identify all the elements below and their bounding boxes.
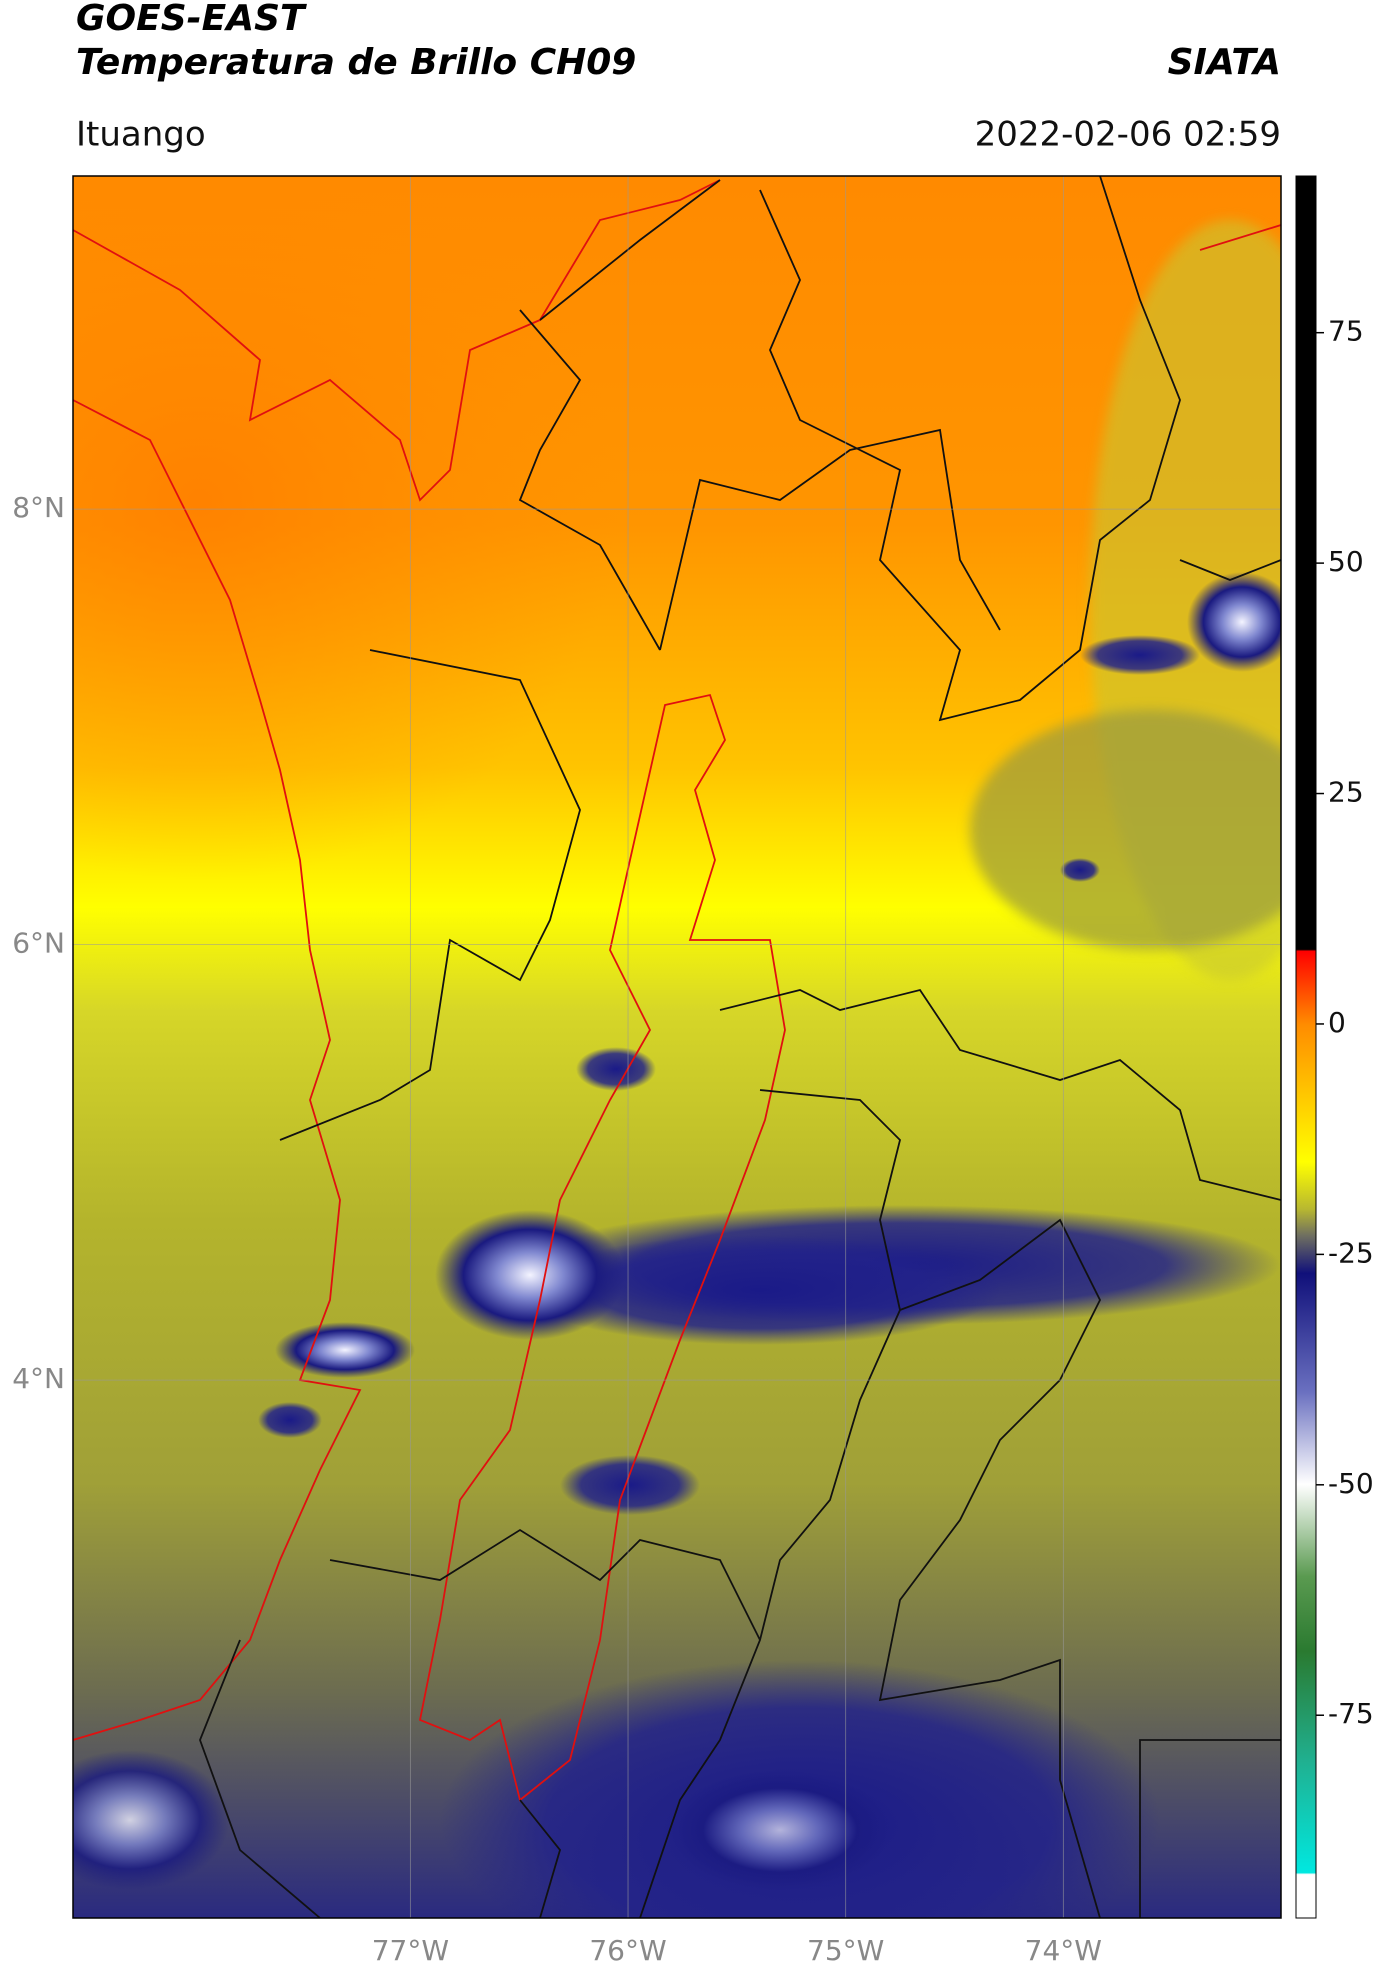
organization: SIATA bbox=[1168, 42, 1281, 83]
datetime: 2022-02-06 02:59 bbox=[975, 115, 1281, 155]
colorbar-tick-label: -50 bbox=[1328, 1467, 1374, 1500]
graticule bbox=[73, 176, 1281, 1918]
location: Ituango bbox=[76, 115, 206, 155]
subtitle: Temperatura de Brillo CH09 bbox=[76, 42, 636, 83]
colorbar-tick-label: 25 bbox=[1328, 776, 1364, 809]
colorbar-tick-label: 0 bbox=[1328, 1006, 1346, 1039]
x-tick-label: 74°W bbox=[1025, 1934, 1102, 1967]
x-tick-label: 75°W bbox=[807, 1934, 884, 1967]
colorbar-tick-label: 50 bbox=[1328, 545, 1364, 578]
satellite-image bbox=[73, 176, 1281, 1918]
map-frame bbox=[72, 175, 1282, 1919]
colorbar-tick-label: -75 bbox=[1328, 1697, 1374, 1730]
y-tick-label: 6°N bbox=[12, 927, 65, 960]
y-tick-label: 8°N bbox=[12, 491, 65, 524]
x-tick-label: 76°W bbox=[589, 1934, 666, 1967]
colorbar-tick-label: 75 bbox=[1328, 315, 1364, 348]
y-tick-label: 4°N bbox=[12, 1362, 65, 1395]
x-tick-label: 77°W bbox=[372, 1934, 449, 1967]
colorbar bbox=[1295, 175, 1317, 1919]
colorbar-tick-label: -25 bbox=[1328, 1236, 1374, 1269]
title: GOES-EAST bbox=[76, 0, 307, 39]
